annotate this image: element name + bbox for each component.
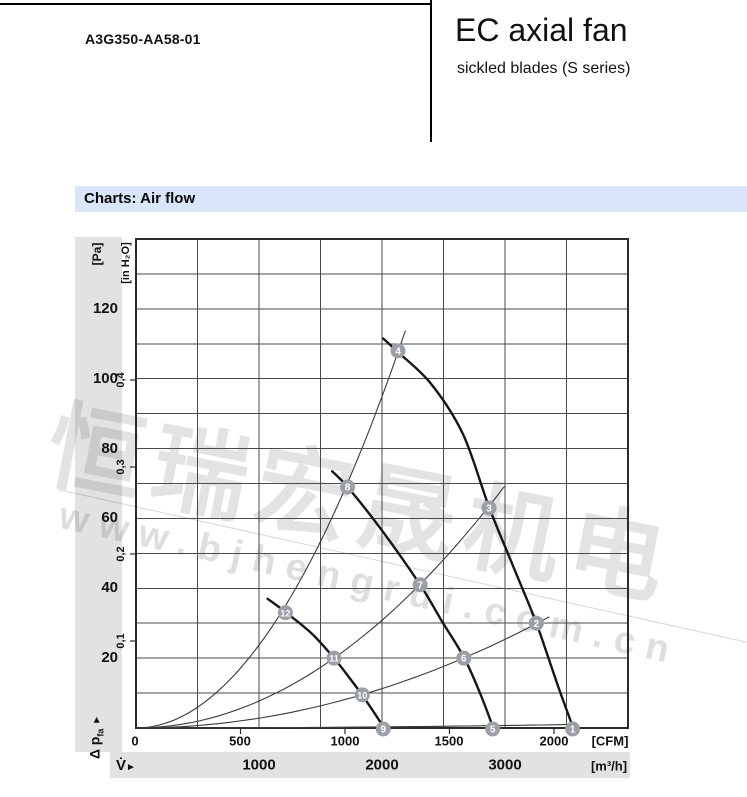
header-divider	[430, 0, 432, 142]
operating-point-label: 9	[380, 725, 386, 736]
pressure-symbol-sub: fa	[95, 728, 106, 737]
operating-point-label: 1	[570, 725, 576, 736]
operating-point-marker	[277, 605, 293, 621]
pressure-symbol-text: Δ p	[86, 736, 103, 760]
m3h-tick-label: 1000	[242, 756, 276, 774]
section-title: Charts: Air flow	[84, 190, 196, 207]
system-curve-C	[135, 616, 550, 729]
operating-point-label: 12	[280, 608, 290, 618]
m3h-tick-label: 3000	[488, 756, 522, 774]
operating-point-label: 11	[329, 654, 339, 664]
page-subtitle: sickled blades (S series)	[457, 60, 631, 77]
cfm-tick-label: 2000	[539, 733, 569, 749]
inh2o-tick-label: 0,1	[115, 633, 127, 649]
pa-tick-label: 100	[92, 370, 118, 387]
operating-point-label: 6	[461, 654, 467, 665]
cfm-unit-label: [CFM]	[591, 733, 629, 749]
operating-point-label: 5	[490, 725, 496, 736]
operating-point-4: 4	[390, 343, 406, 359]
cfm-tick-label: 1000	[330, 733, 360, 749]
pa-tick-label: 120	[92, 300, 118, 317]
inh2o-tick-label: 0,4	[115, 372, 127, 388]
operating-point-marker	[485, 721, 501, 737]
page-title: EC axial fan	[455, 12, 628, 48]
inh2o-unit-label: [in H₂O]	[120, 242, 132, 284]
cfm-tick-label: 1500	[434, 733, 464, 749]
operating-point-12: 12	[277, 605, 293, 621]
operating-point-6: 6	[456, 650, 472, 666]
flow-axis-symbol: V̇►	[116, 757, 136, 775]
pa-tick-label: 60	[101, 509, 118, 526]
inh2o-tick-label: 0,3	[115, 459, 127, 475]
operating-point-marker	[326, 650, 342, 666]
operating-point-11: 11	[326, 650, 342, 666]
system-curve-D	[136, 723, 575, 729]
top-rule	[0, 3, 431, 5]
operating-point-marker	[456, 650, 472, 666]
pressure-axis-symbol: Δ pfa ►	[87, 715, 106, 759]
pressure-arrow-icon: ►	[91, 714, 103, 725]
operating-point-9: 9	[375, 721, 391, 737]
operating-point-label: 10	[357, 690, 367, 700]
flow-arrow-icon: ►	[126, 762, 136, 773]
section-header: Charts: Air flow	[75, 186, 747, 212]
operating-point-label: 4	[395, 346, 401, 357]
operating-point-marker	[354, 687, 370, 703]
m3h-tick-label: 2000	[365, 756, 399, 774]
pa-tick-label: 20	[101, 649, 118, 666]
y-axis-band	[75, 237, 122, 752]
m3h-unit-label: [m³/h]	[590, 758, 628, 774]
x-axis-origin-label: 0	[131, 733, 139, 749]
cfm-tick-label: 500	[229, 733, 251, 749]
part-number: A3G350-AA58-01	[85, 31, 201, 47]
pa-tick-label: 40	[101, 579, 118, 596]
operating-point-10: 10	[354, 687, 370, 703]
flow-symbol-text: V̇	[116, 757, 127, 774]
operating-point-marker	[375, 721, 391, 737]
x-axis-band	[110, 752, 630, 778]
operating-point-5: 5	[485, 721, 501, 737]
operating-point-marker	[390, 343, 406, 359]
fan-curve-speed-low	[266, 597, 385, 728]
pa-tick-label: 80	[101, 440, 118, 457]
pa-unit-label: [Pa]	[90, 242, 104, 266]
inh2o-tick-label: 0,2	[115, 546, 127, 562]
